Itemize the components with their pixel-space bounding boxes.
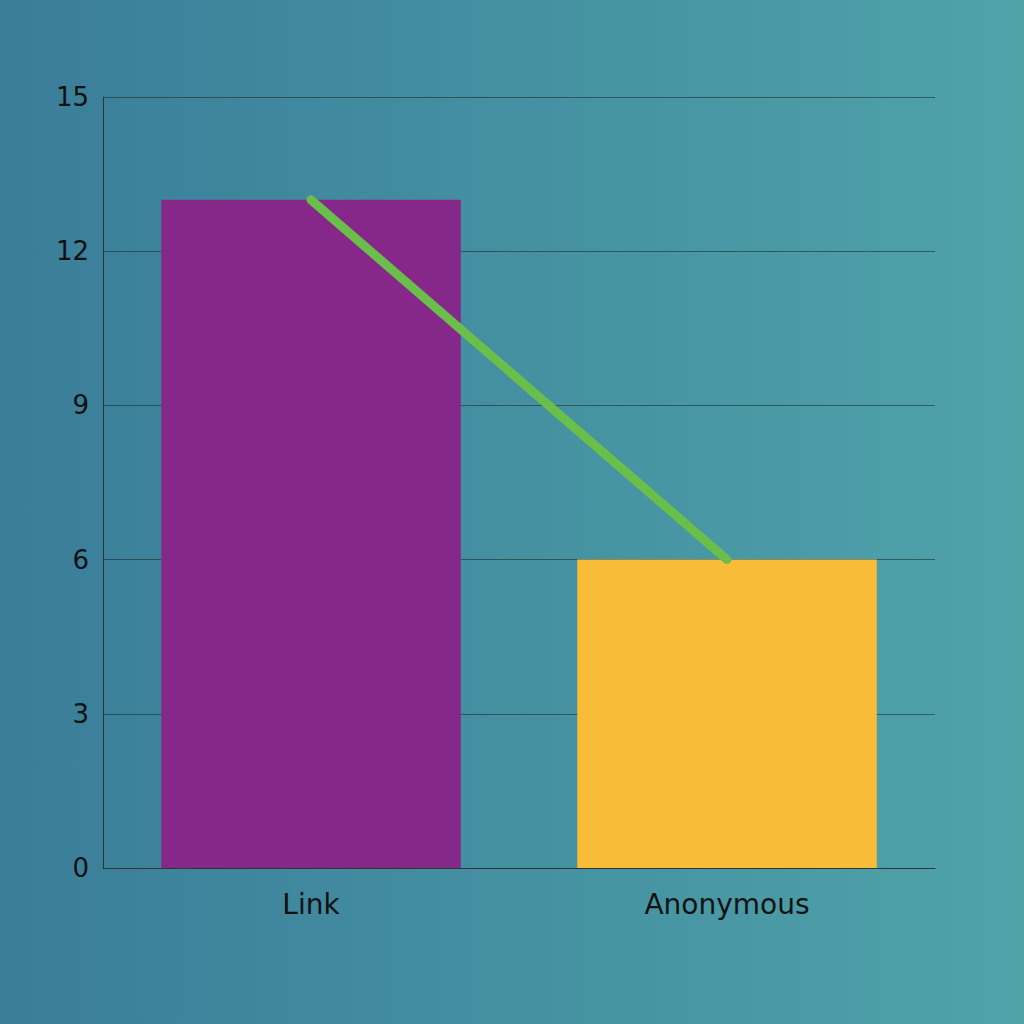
svg-text:3: 3 (72, 699, 89, 729)
svg-text:9: 9 (72, 390, 89, 420)
svg-text:Link: Link (282, 888, 340, 921)
svg-text:15: 15 (56, 82, 89, 112)
svg-text:0: 0 (72, 853, 89, 883)
svg-text:Anonymous: Anonymous (644, 888, 809, 921)
svg-text:6: 6 (72, 545, 89, 575)
svg-text:12: 12 (56, 236, 89, 266)
